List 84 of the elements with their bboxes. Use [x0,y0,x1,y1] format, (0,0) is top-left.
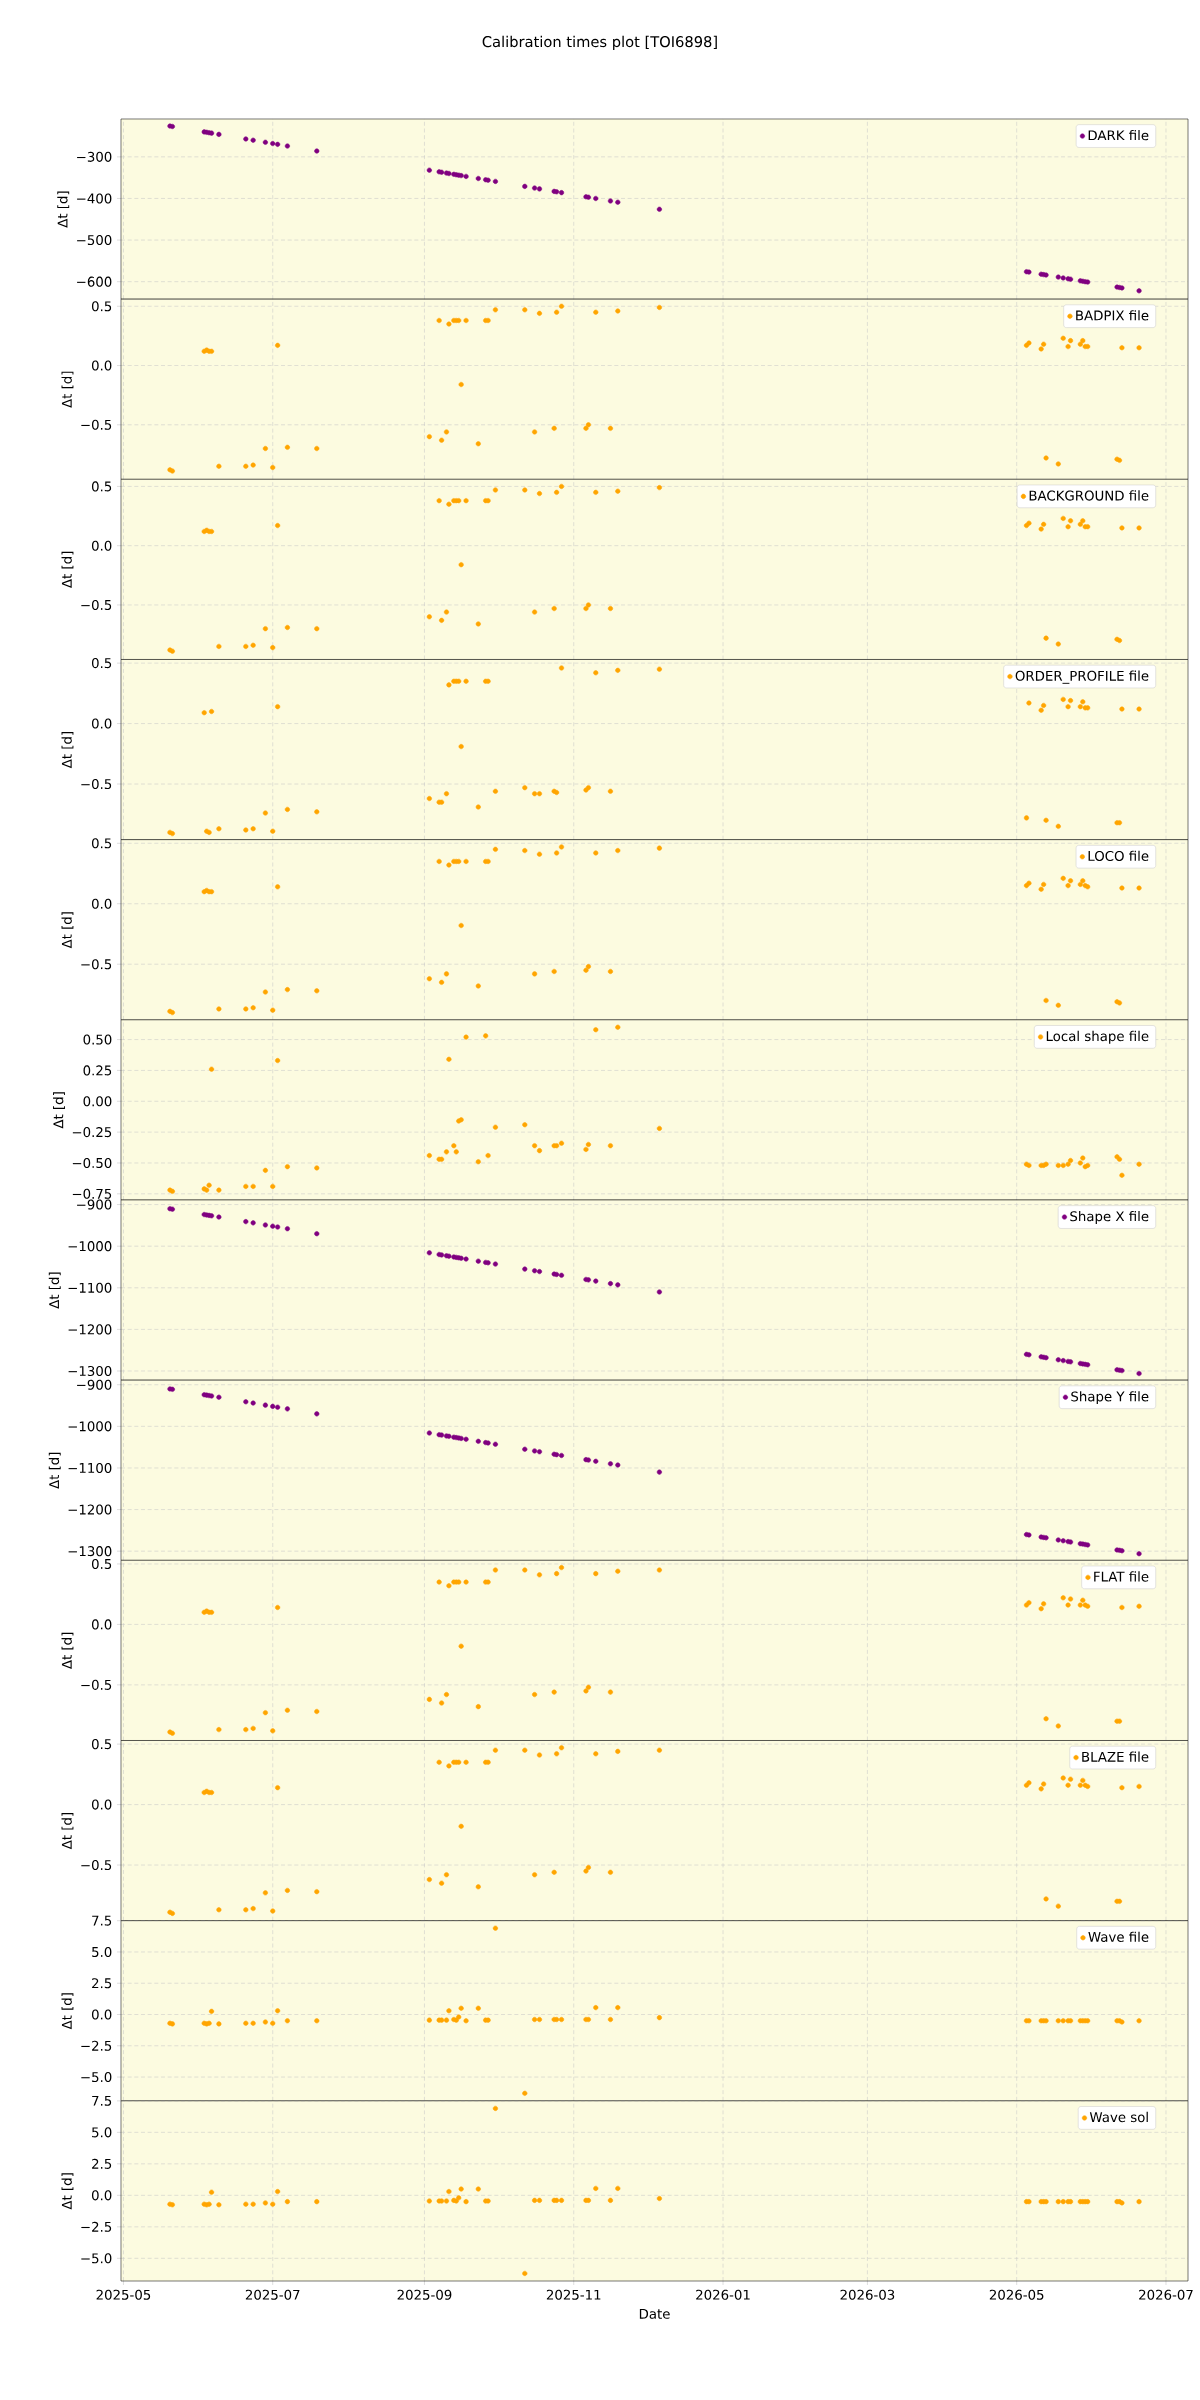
y-tick-label: 0.0 [91,718,112,729]
legend-label: FLAT file [1094,1571,1149,1582]
legend-label: DARK file [1088,129,1149,141]
y-tick-label: 0.0 [91,2009,112,2020]
y-axis-title: Δt [d] [61,912,74,949]
y-tick-label: 2.5 [92,1978,112,1989]
y-tick-label: −0.25 [72,1127,112,1138]
y-tick-label: 0.5 [91,838,112,849]
y-axis-title: Δt [d] [61,2173,74,2210]
y-tick-label: 0.0 [91,540,112,551]
x-tick-label: 2025-07 [245,2289,300,2300]
y-tick-label: −0.75 [72,1188,112,1199]
legend-label: BLAZE file [1082,1751,1149,1762]
y-tick-label: −1000 [68,1241,112,1252]
y-axis-title: Δt [d] [61,732,74,769]
y-tick-label: −300 [77,151,112,162]
y-tick-label: −0.5 [81,599,112,610]
y-axis-title: Δt [d] [61,551,74,589]
y-tick-label: 7.5 [92,2095,112,2106]
y-tick-label: −0.5 [81,959,112,970]
y-tick-label: −900 [77,1379,112,1390]
y-tick-label: −600 [77,276,112,287]
y-tick-label: −0.5 [81,778,112,790]
y-tick-label: 0.0 [91,1799,112,1810]
y-tick-label: −2.5 [81,2221,112,2232]
y-tick-label: −0.5 [81,1859,112,1871]
y-tick-label: −2.5 [81,2040,112,2051]
y-tick-label: −0.50 [72,1157,112,1169]
legend-label: Shape Y file [1071,1391,1149,1405]
y-tick-label: −500 [77,235,112,246]
y-axis-title: Δt [d] [61,1632,74,1670]
y-tick-label: −5.0 [81,2253,112,2264]
y-tick-label: 0.5 [91,1558,112,1569]
y-tick-label: −1100 [68,1462,112,1473]
legend-label: BADPIX file [1076,310,1149,321]
y-axis-title: Δt [d] [48,1272,61,1309]
legend-label: Shape X file [1070,1210,1149,1224]
y-tick-label: 0.50 [83,1034,112,1045]
y-tick-label: −5.0 [81,2072,112,2083]
legend-label: ORDER_PROFILE file [1015,670,1149,684]
x-tick-label: 2026-03 [840,2289,895,2300]
y-tick-label: 7.5 [92,1915,112,1926]
y-tick-label: 2.5 [92,2158,112,2169]
y-axis-title: Δt [d] [61,1813,74,1850]
chart-title: Calibration times plot [TOI6898] [482,35,717,51]
y-tick-label: 0.0 [91,2190,112,2201]
x-tick-label: 2026-05 [989,2289,1044,2300]
y-tick-label: −1300 [68,1546,112,1557]
y-tick-label: −1000 [68,1421,112,1432]
y-tick-label: 0.5 [91,658,112,669]
y-axis-title: Δt [d] [53,1092,65,1129]
y-tick-label: 5.0 [92,2127,112,2138]
y-tick-label: 0.00 [83,1096,112,1107]
y-axis-title: Δt [d] [48,1452,61,1489]
x-tick-label: 2026-07 [1139,2289,1193,2300]
legend-label: Wave sol [1089,2111,1148,2123]
y-tick-label: 5.0 [92,1946,112,1957]
legend-label: Wave file [1088,1931,1149,1942]
y-tick-label: 0.5 [91,481,112,492]
y-tick-label: 0.0 [91,1619,112,1630]
legend-label: Local shape file [1046,1030,1149,1044]
x-tick-label: 2025-09 [397,2289,452,2300]
y-tick-label: 0.0 [91,360,112,371]
y-tick-label: −0.5 [81,419,112,430]
y-tick-label: −1100 [68,1282,112,1293]
y-tick-label: −900 [77,1199,112,1210]
y-tick-label: 0.25 [83,1065,112,1076]
y-tick-label: 0.0 [91,898,112,909]
y-tick-label: −1200 [68,1504,112,1515]
y-tick-label: −1300 [68,1365,112,1377]
x-axis-title: Date [639,2308,670,2319]
y-axis-title: Δt [d] [57,191,70,228]
x-tick-label: 2025-05 [96,2289,151,2300]
legend-label: LOCO file [1088,850,1149,861]
y-axis-title: Δt [d] [61,371,74,408]
y-tick-label: 0.5 [91,301,112,312]
y-tick-label: −400 [77,193,112,204]
y-tick-label: 0.5 [91,1739,112,1750]
x-tick-label: 2026-01 [696,2289,750,2300]
legend-label: BACKGROUND file [1029,490,1149,501]
y-tick-label: −1200 [68,1324,112,1335]
y-tick-label: −0.5 [81,1679,112,1690]
y-axis-title: Δt [d] [61,1993,74,2030]
x-tick-label: 2025-11 [546,2289,601,2300]
